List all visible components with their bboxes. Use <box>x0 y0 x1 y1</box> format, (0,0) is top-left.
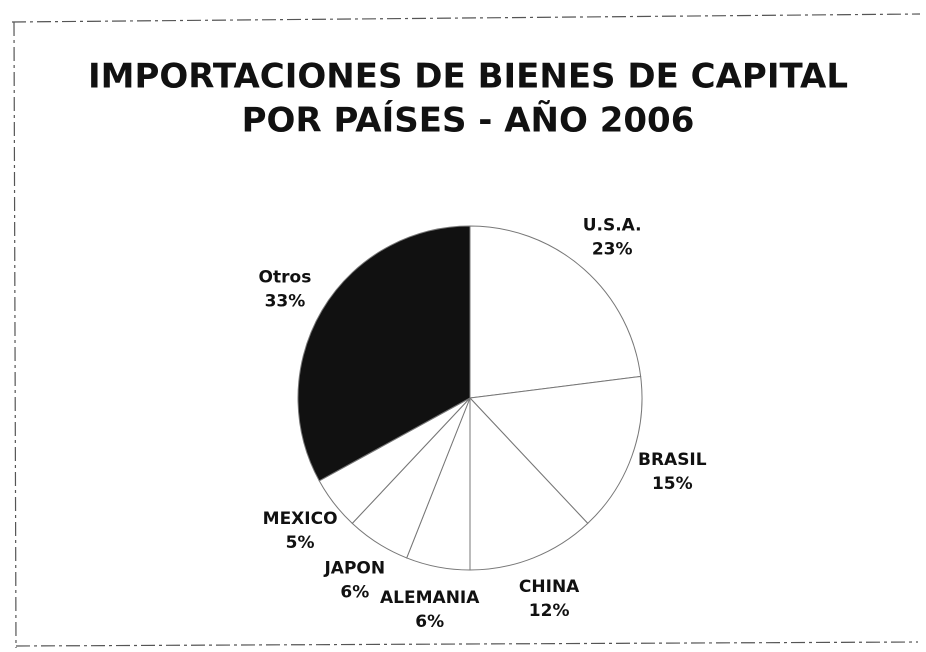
slice-value-label: 12% <box>529 601 570 621</box>
slice-value-label: 6% <box>340 583 369 603</box>
slice-value-label: 33% <box>265 292 306 312</box>
slice-value-label: 5% <box>286 533 315 553</box>
slice-value-label: 6% <box>415 612 444 632</box>
pie-slice <box>469 225 642 399</box>
pie-slice <box>297 225 471 482</box>
slice-value-label: 23% <box>592 240 633 260</box>
frame <box>11 13 921 649</box>
pie-slice <box>469 396 589 571</box>
slice-label: U.S.A. <box>583 216 642 236</box>
slice-label: JAPON <box>323 559 385 579</box>
chart-title: IMPORTACIONES DE BIENES DE CAPITAL <box>88 57 848 97</box>
pie-slice <box>468 375 643 525</box>
slice-label: Otros <box>259 268 312 288</box>
slice-label: ALEMANIA <box>380 588 480 608</box>
slice-label: CHINA <box>519 577 580 597</box>
slice-value-label: 15% <box>652 474 693 494</box>
slice-label: MEXICO <box>263 509 338 529</box>
slice-label: BRASIL <box>638 450 707 470</box>
chart-title: POR PAÍSES - AÑO 2006 <box>242 100 695 141</box>
